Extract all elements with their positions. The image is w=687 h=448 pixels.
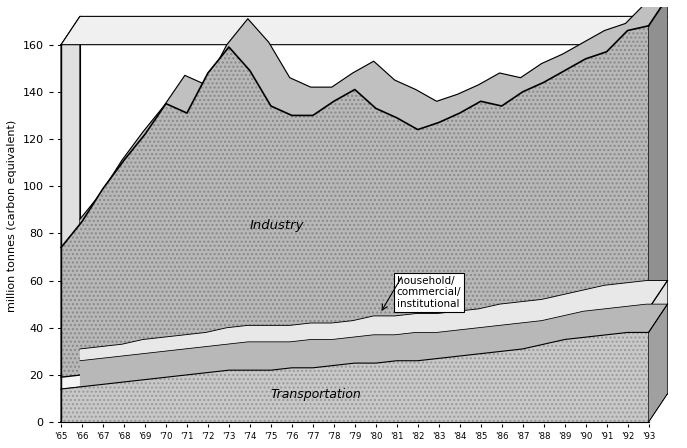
Polygon shape <box>649 280 668 332</box>
Polygon shape <box>61 26 649 377</box>
Polygon shape <box>61 309 649 389</box>
Text: Industry: Industry <box>250 219 304 232</box>
Polygon shape <box>80 304 668 394</box>
Polygon shape <box>61 17 80 422</box>
Polygon shape <box>649 304 668 422</box>
Text: Transportation: Transportation <box>271 388 361 401</box>
Polygon shape <box>80 0 668 349</box>
Polygon shape <box>649 0 668 309</box>
Polygon shape <box>61 332 649 422</box>
Polygon shape <box>80 280 668 361</box>
Polygon shape <box>61 17 668 45</box>
Y-axis label: million tonnes (carbon equivalent): million tonnes (carbon equivalent) <box>7 120 17 312</box>
Text: household/
commercial/
institutional: household/ commercial/ institutional <box>397 276 461 309</box>
